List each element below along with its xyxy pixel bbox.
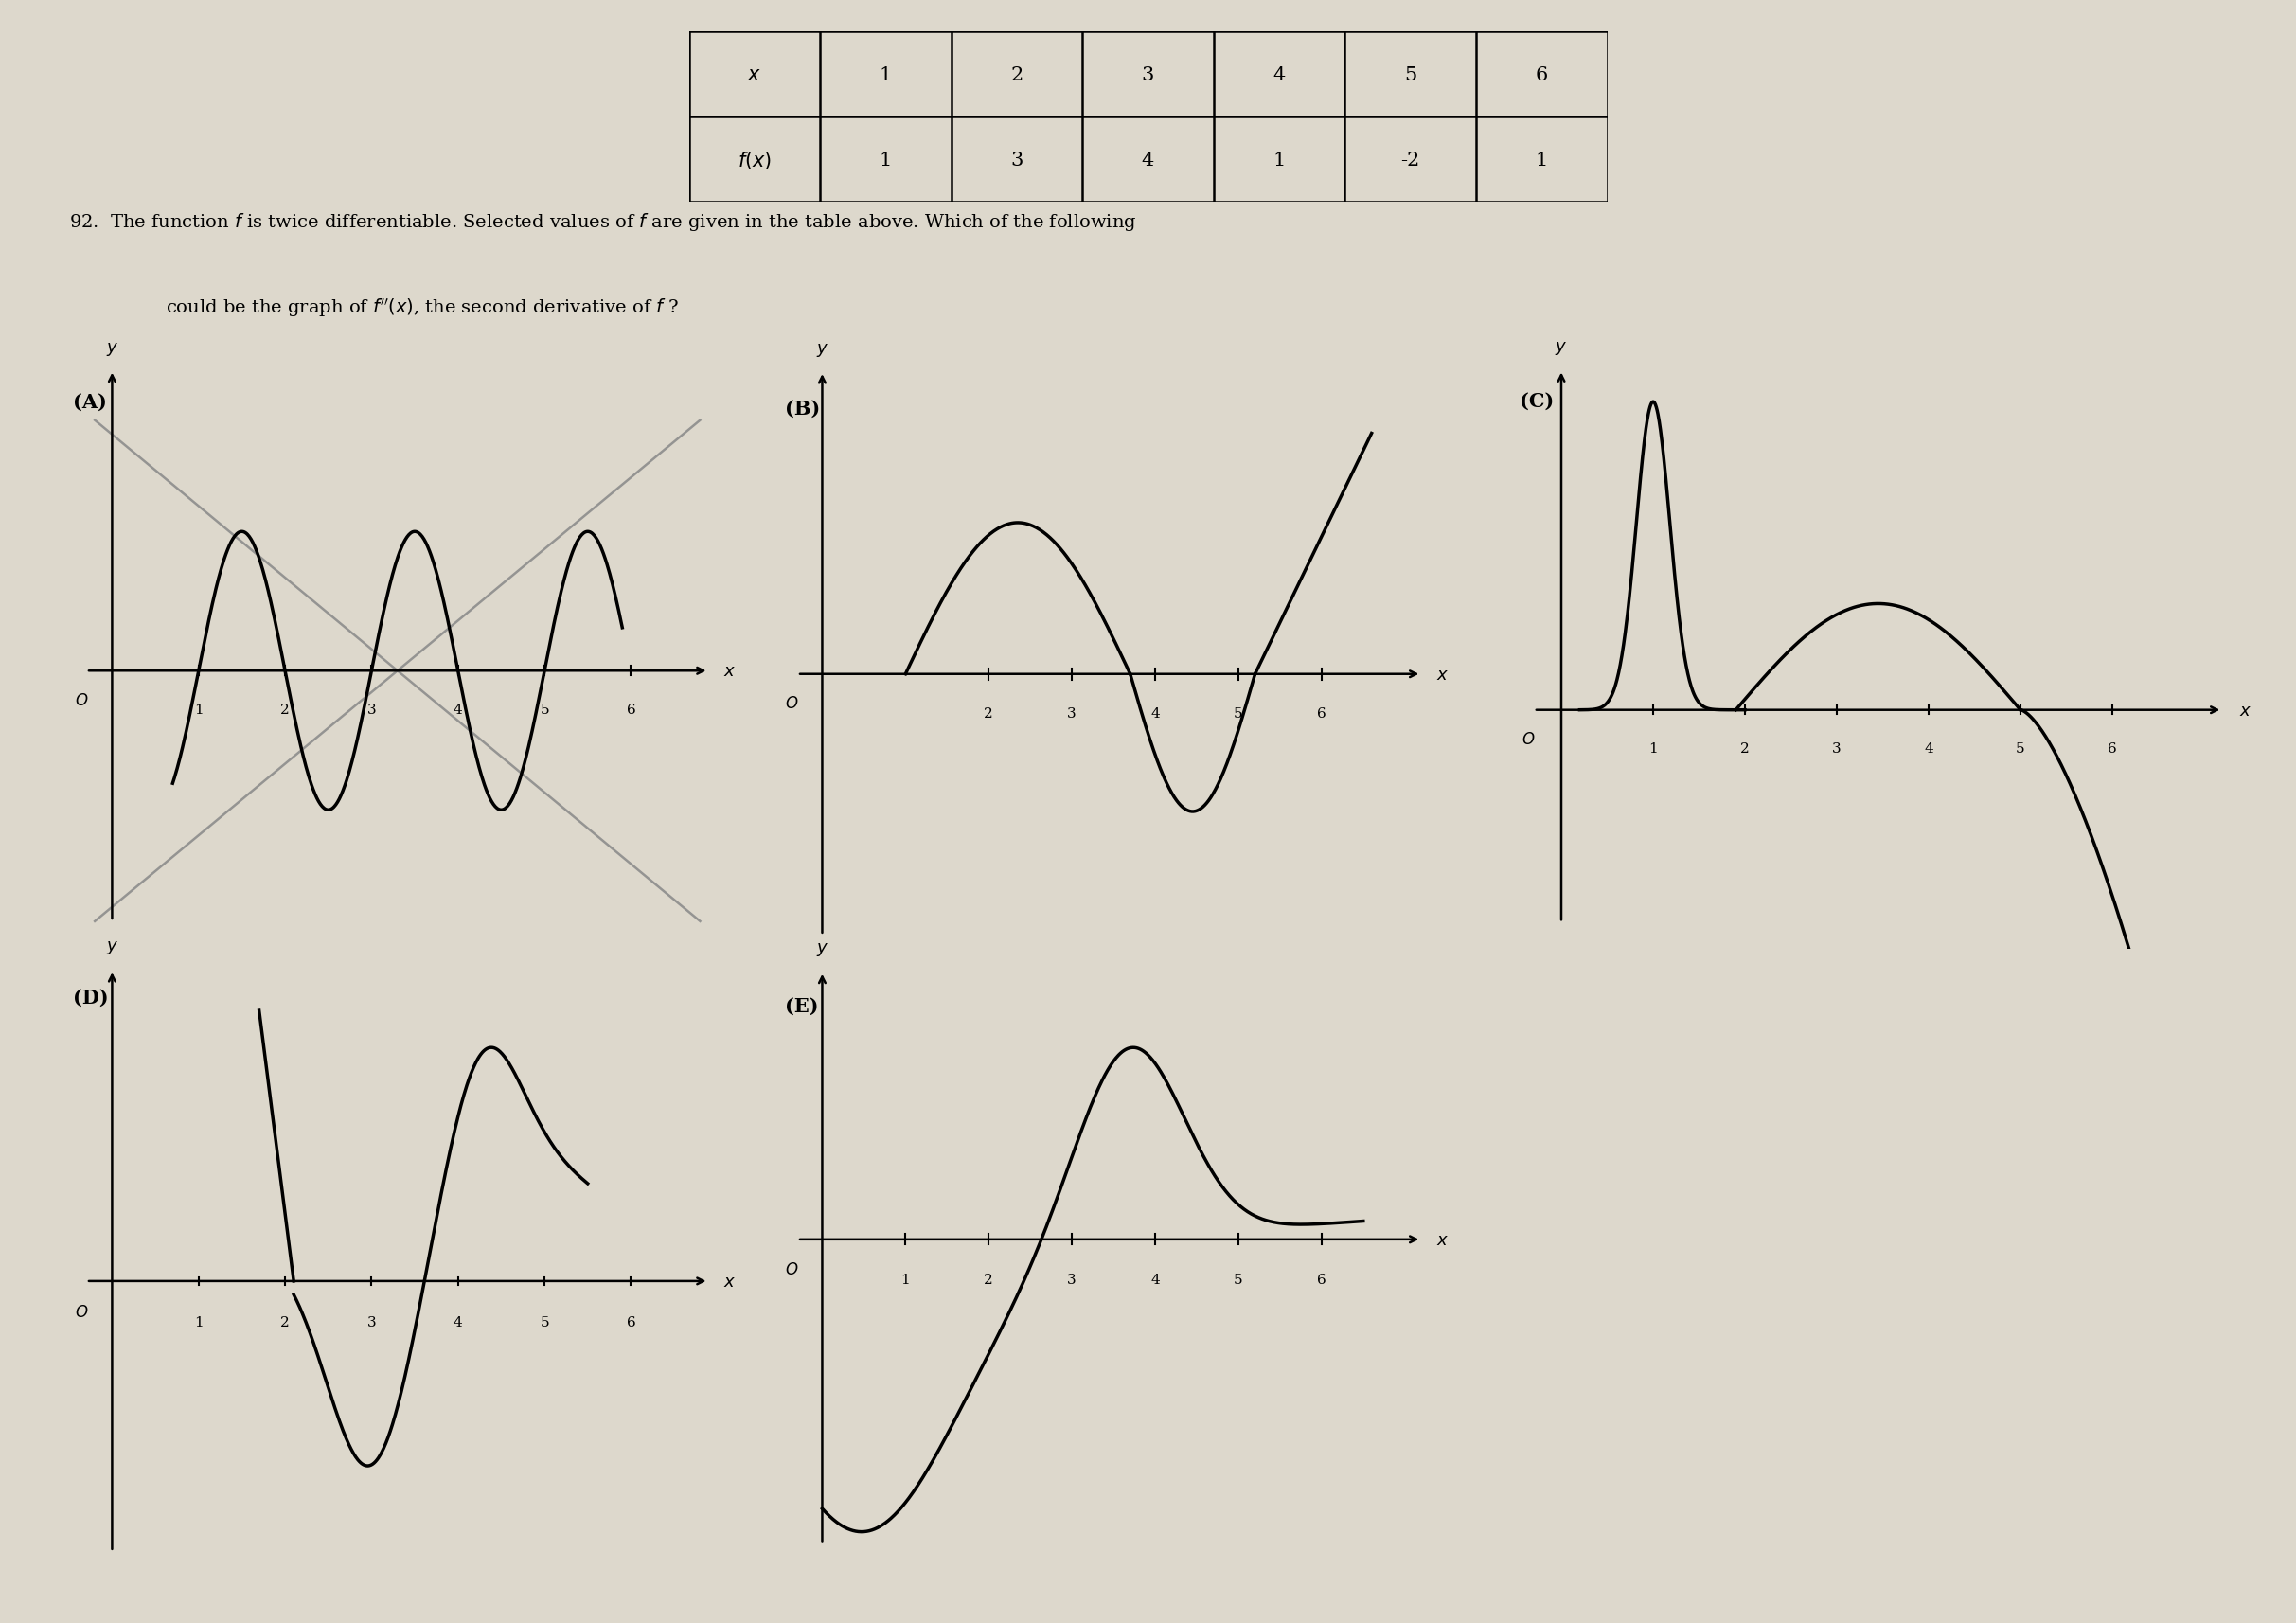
Text: 6: 6	[1318, 706, 1327, 721]
Text: 1: 1	[900, 1272, 909, 1285]
Text: 4: 4	[1141, 151, 1155, 169]
Text: 4: 4	[1924, 742, 1933, 756]
Text: $y$: $y$	[106, 940, 119, 956]
Text: 2: 2	[985, 706, 994, 721]
Text: 3: 3	[1068, 1272, 1077, 1285]
Text: $x$: $x$	[1437, 1232, 1449, 1248]
Text: 1: 1	[879, 151, 891, 169]
Text: 3: 3	[1832, 742, 1841, 756]
Text: 1: 1	[193, 1315, 204, 1328]
Text: 3: 3	[1068, 706, 1077, 721]
Text: $O$: $O$	[785, 696, 799, 712]
Text: 1: 1	[193, 703, 204, 716]
Text: 5: 5	[2016, 742, 2025, 756]
Text: 4: 4	[1150, 1272, 1159, 1285]
Text: $x$: $x$	[723, 662, 737, 680]
Text: 1: 1	[1536, 151, 1548, 169]
Text: $O$: $O$	[785, 1261, 799, 1277]
Text: 4: 4	[452, 703, 461, 716]
Text: $y$: $y$	[1554, 341, 1568, 357]
Text: 6: 6	[1318, 1272, 1327, 1285]
Text: (D): (D)	[73, 988, 108, 1008]
Text: (A): (A)	[73, 393, 108, 412]
Text: 2: 2	[280, 703, 289, 716]
Text: $O$: $O$	[76, 693, 90, 709]
Text: 3: 3	[1010, 151, 1024, 169]
Text: 4: 4	[1272, 67, 1286, 84]
Text: -2: -2	[1401, 151, 1419, 169]
Text: $O$: $O$	[76, 1303, 90, 1319]
Text: 1: 1	[1272, 151, 1286, 169]
Text: 6: 6	[2108, 742, 2117, 756]
Text: 2: 2	[280, 1315, 289, 1328]
Text: 2: 2	[1010, 67, 1024, 84]
Text: 5: 5	[1405, 67, 1417, 84]
Text: $x$: $x$	[2239, 701, 2252, 719]
Text: $x$: $x$	[1437, 665, 1449, 683]
Text: 3: 3	[1141, 67, 1155, 84]
Text: (B): (B)	[785, 399, 820, 419]
Text: 4: 4	[1150, 706, 1159, 721]
Text: 5: 5	[540, 1315, 549, 1328]
Text: (C): (C)	[1520, 391, 1554, 411]
Text: $x$: $x$	[746, 67, 762, 84]
Text: 1: 1	[1649, 742, 1658, 756]
Text: 1: 1	[879, 67, 891, 84]
Text: $x$: $x$	[723, 1272, 737, 1290]
Text: 2: 2	[985, 1272, 994, 1285]
Text: 5: 5	[540, 703, 549, 716]
Text: 6: 6	[627, 1315, 636, 1328]
Text: 5: 5	[1233, 1272, 1242, 1285]
Text: 2: 2	[1740, 742, 1750, 756]
Text: $f(x)$: $f(x)$	[737, 149, 771, 170]
Text: 3: 3	[367, 1315, 377, 1328]
Text: could be the graph of $f''(x)$, the second derivative of $f$ ?: could be the graph of $f''(x)$, the seco…	[165, 297, 680, 320]
Text: 4: 4	[452, 1315, 461, 1328]
Text: 3: 3	[367, 703, 377, 716]
Text: 5: 5	[1233, 706, 1242, 721]
Text: 92.  The function $f$ is twice differentiable. Selected values of $f$ are given : 92. The function $f$ is twice differenti…	[69, 211, 1137, 232]
Text: 6: 6	[1536, 67, 1548, 84]
Text: $y$: $y$	[815, 941, 829, 958]
Text: $O$: $O$	[1522, 732, 1536, 748]
Text: $y$: $y$	[815, 341, 829, 359]
Text: 6: 6	[627, 703, 636, 716]
Text: (E): (E)	[785, 997, 817, 1014]
Text: $y$: $y$	[106, 341, 119, 357]
